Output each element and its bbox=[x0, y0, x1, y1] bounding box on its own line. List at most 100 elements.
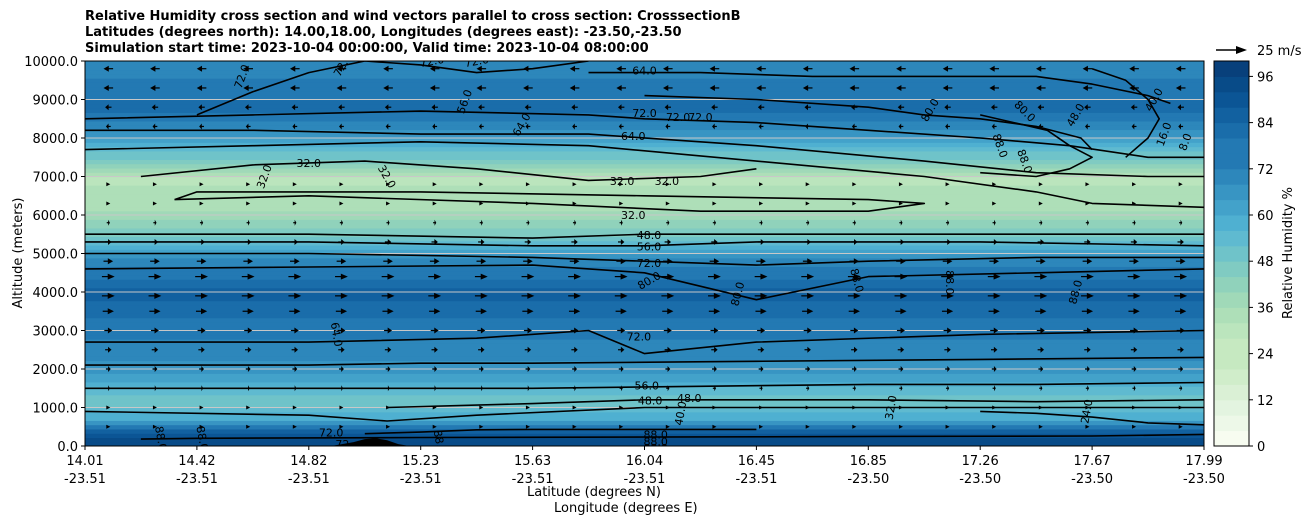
wind-vector-head bbox=[1175, 84, 1182, 91]
rh-fill-band bbox=[85, 253, 1204, 259]
wind-vector-head bbox=[618, 123, 622, 130]
wind-vector-head bbox=[946, 273, 954, 280]
wind-vector-head bbox=[1040, 327, 1045, 334]
wind-vector bbox=[479, 182, 484, 187]
wind-vector-head bbox=[947, 219, 950, 226]
wind-vector-head bbox=[294, 238, 299, 245]
rh-fill-band bbox=[85, 377, 1204, 383]
wind-vector-head bbox=[247, 366, 251, 372]
wind-vector-head bbox=[478, 104, 482, 111]
contour-label: 32.0 bbox=[621, 209, 646, 222]
wind-vector-head bbox=[760, 366, 764, 372]
wind-vector bbox=[712, 201, 717, 206]
contour-label: 32.0 bbox=[297, 157, 322, 170]
wind-vector-head bbox=[849, 65, 855, 72]
rh-fill-band bbox=[85, 99, 1204, 105]
wind-vector bbox=[525, 201, 530, 206]
wind-vector-head bbox=[154, 366, 158, 372]
contour-label: 72.0 bbox=[627, 330, 652, 343]
rh-fill-band bbox=[85, 287, 1204, 293]
wind-vector-head bbox=[196, 84, 203, 91]
wind-vector bbox=[898, 182, 903, 187]
wind-vector-head bbox=[480, 308, 487, 315]
y-tick-label: 2000.0 bbox=[33, 363, 79, 378]
colorbar-frame bbox=[1213, 60, 1250, 447]
rh-fill-band bbox=[85, 381, 1204, 387]
colorbar-tick-label: 72 bbox=[1257, 163, 1274, 178]
wind-vector bbox=[805, 201, 810, 206]
wind-vector bbox=[1085, 424, 1090, 429]
colorbar-segment bbox=[1214, 61, 1249, 77]
rh-fill-band bbox=[85, 227, 1204, 233]
wind-key-arrow-icon bbox=[1236, 46, 1247, 54]
contour-label: 32.0 bbox=[610, 175, 635, 188]
wind-vector-head bbox=[573, 292, 581, 299]
colorbar-tick-label: 48 bbox=[1257, 255, 1274, 270]
colorbar-segment bbox=[1214, 322, 1249, 339]
y-tick-label: 1000.0 bbox=[33, 402, 79, 417]
wind-vector bbox=[665, 201, 670, 206]
wind-vector-head bbox=[760, 385, 763, 392]
wind-vector bbox=[339, 182, 344, 187]
wind-vector-head bbox=[244, 104, 249, 111]
wind-vector-head bbox=[338, 104, 342, 111]
wind-vector-head bbox=[804, 104, 809, 111]
rh-fill-band bbox=[85, 411, 1204, 417]
rh-fill-band bbox=[85, 356, 1204, 362]
wind-vector-head bbox=[152, 123, 156, 130]
wind-vector bbox=[619, 405, 624, 410]
wind-vector bbox=[1132, 405, 1137, 410]
contour-label: 88.0 bbox=[643, 435, 668, 448]
wind-vector-head bbox=[247, 258, 253, 265]
rh-fill-band bbox=[85, 120, 1204, 126]
wind-vector-head bbox=[1040, 346, 1045, 353]
y-tick-label: 10000.0 bbox=[24, 55, 78, 70]
wind-vector-head bbox=[574, 385, 577, 392]
wind-vector-head bbox=[714, 219, 717, 226]
wind-vector bbox=[106, 424, 111, 429]
contour-label: 88.0 bbox=[643, 428, 668, 441]
wind-vector-head bbox=[434, 308, 441, 315]
wind-vector-head bbox=[1133, 238, 1138, 245]
contour-line bbox=[644, 94, 1093, 151]
wind-vector-head bbox=[387, 366, 391, 372]
contour-line bbox=[85, 241, 1204, 247]
wind-vector bbox=[479, 201, 484, 206]
wind-vector-head bbox=[341, 219, 344, 226]
rh-fill-band bbox=[85, 437, 1204, 443]
wind-vector-head bbox=[523, 84, 529, 91]
wind-vector-head bbox=[432, 123, 435, 130]
wind-vector-head bbox=[853, 273, 861, 280]
rh-fill-band bbox=[85, 240, 1204, 246]
wind-vector-head bbox=[341, 238, 345, 245]
wind-vector-head bbox=[945, 123, 948, 130]
x-tick-label-lon: -23.51 bbox=[624, 472, 666, 487]
rh-fill-band bbox=[85, 90, 1204, 96]
wind-vector-head bbox=[527, 219, 530, 226]
colorbar-tick-label: 84 bbox=[1257, 117, 1274, 132]
rh-fill-band bbox=[85, 292, 1204, 297]
wind-vector-head bbox=[1180, 366, 1184, 372]
wind-vector-head bbox=[900, 273, 908, 280]
wind-vector bbox=[152, 424, 157, 429]
rh-fill-band bbox=[85, 95, 1204, 101]
rh-fill-band bbox=[85, 441, 1204, 446]
wind-vector-head bbox=[1040, 258, 1046, 265]
wind-vector-head bbox=[1040, 292, 1048, 299]
wind-vector-head bbox=[387, 273, 395, 280]
wind-vector-head bbox=[1085, 123, 1088, 130]
contour-label: 64.0 bbox=[621, 130, 646, 143]
wind-vector-head bbox=[1133, 385, 1136, 392]
wind-vector-head bbox=[1040, 385, 1043, 392]
wind-vector-head bbox=[108, 366, 111, 372]
contour-label: 72.0 bbox=[632, 107, 657, 120]
y-tick-label: 8000.0 bbox=[33, 132, 79, 147]
chart-title-line-1: Relative Humidity cross section and wind… bbox=[85, 9, 741, 24]
wind-vector-head bbox=[1087, 385, 1090, 392]
wind-vector-head bbox=[1133, 308, 1140, 315]
wind-vector bbox=[665, 405, 670, 410]
wind-vector bbox=[992, 182, 997, 187]
contour-label: 72.0 bbox=[688, 111, 713, 124]
x-tick-label-lon: -23.51 bbox=[400, 472, 442, 487]
wind-vector-head bbox=[341, 346, 345, 353]
